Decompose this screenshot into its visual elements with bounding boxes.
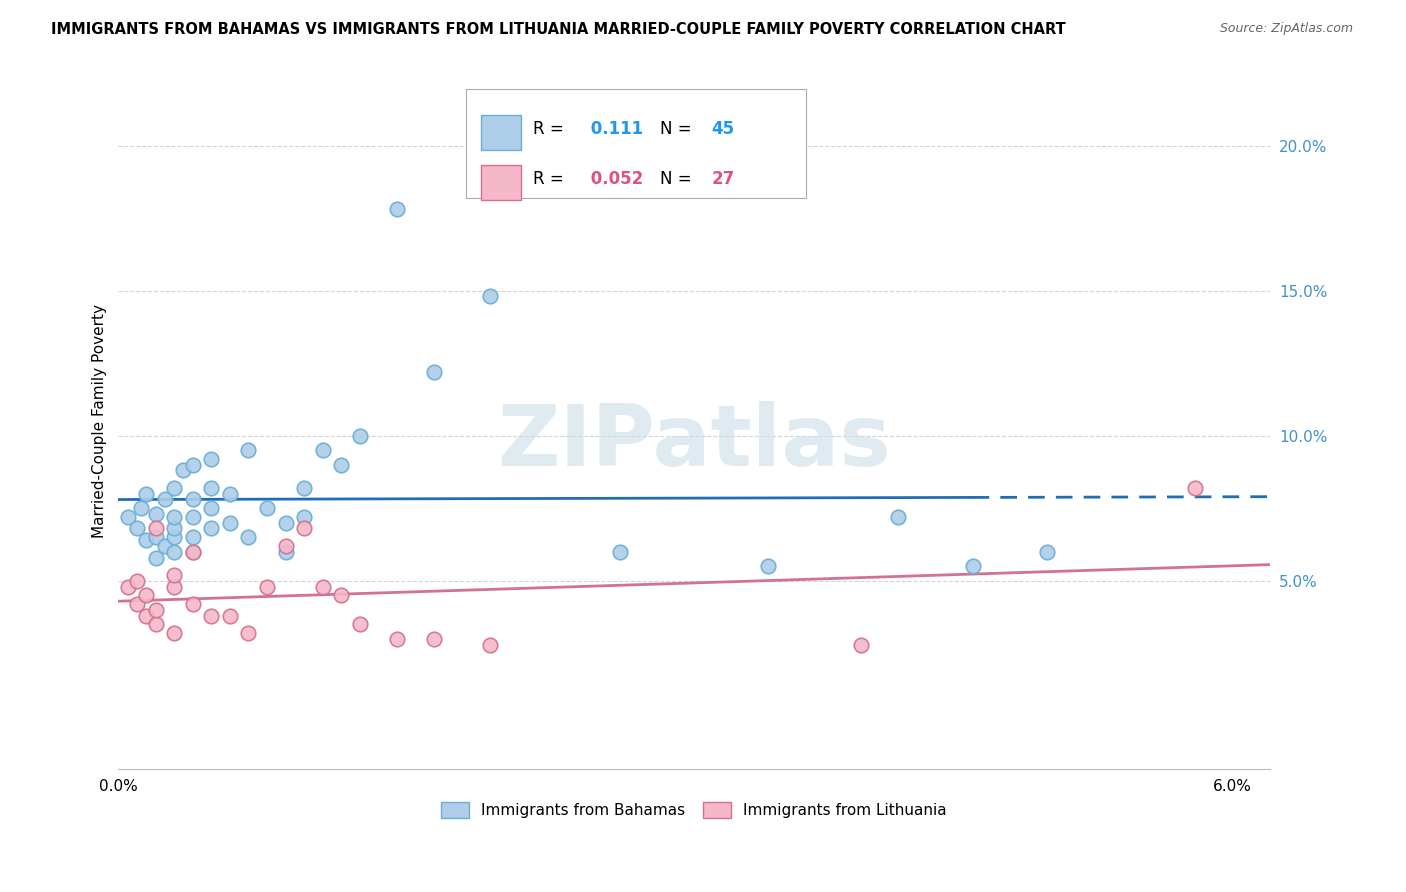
Point bbox=[478, 289, 501, 303]
Point bbox=[163, 545, 186, 559]
Point bbox=[887, 509, 910, 524]
Y-axis label: Married-Couple Family Poverty: Married-Couple Family Poverty bbox=[93, 304, 107, 538]
Point bbox=[274, 545, 297, 559]
Point bbox=[145, 617, 167, 632]
Point bbox=[292, 521, 315, 535]
Point bbox=[423, 632, 446, 646]
Point bbox=[218, 516, 240, 530]
Point bbox=[125, 521, 148, 535]
Point bbox=[292, 481, 315, 495]
Point bbox=[200, 521, 222, 535]
Point bbox=[238, 443, 260, 458]
Point bbox=[145, 530, 167, 544]
Text: 27: 27 bbox=[711, 169, 734, 188]
Bar bbox=[481, 115, 522, 150]
Text: Source: ZipAtlas.com: Source: ZipAtlas.com bbox=[1219, 22, 1353, 36]
Point bbox=[478, 638, 501, 652]
Point bbox=[181, 597, 204, 611]
Point bbox=[1036, 545, 1059, 559]
Point bbox=[1184, 481, 1206, 495]
Text: 45: 45 bbox=[711, 120, 734, 137]
Point bbox=[256, 501, 278, 516]
Point bbox=[181, 545, 204, 559]
Point bbox=[312, 443, 335, 458]
Point bbox=[181, 509, 204, 524]
Text: ZIPatlas: ZIPatlas bbox=[498, 401, 891, 483]
Point bbox=[145, 507, 167, 521]
Point bbox=[181, 492, 204, 507]
Point bbox=[349, 428, 371, 442]
Point bbox=[125, 597, 148, 611]
Point bbox=[609, 545, 631, 559]
Point bbox=[135, 588, 157, 602]
Point bbox=[238, 626, 260, 640]
Point bbox=[129, 501, 152, 516]
Point bbox=[385, 632, 408, 646]
Point bbox=[218, 608, 240, 623]
Point bbox=[163, 521, 186, 535]
Point bbox=[423, 365, 446, 379]
Point bbox=[181, 458, 204, 472]
Bar bbox=[481, 165, 522, 200]
Point bbox=[153, 539, 176, 553]
Point bbox=[849, 638, 872, 652]
Point bbox=[256, 580, 278, 594]
Point bbox=[200, 481, 222, 495]
Point bbox=[163, 626, 186, 640]
Text: 0.111: 0.111 bbox=[585, 120, 643, 137]
Point bbox=[135, 608, 157, 623]
Point bbox=[292, 509, 315, 524]
Legend: Immigrants from Bahamas, Immigrants from Lithuania: Immigrants from Bahamas, Immigrants from… bbox=[436, 797, 953, 824]
Point bbox=[163, 509, 186, 524]
Point bbox=[163, 530, 186, 544]
Point bbox=[274, 516, 297, 530]
Point bbox=[200, 501, 222, 516]
Point bbox=[330, 588, 353, 602]
Text: N =: N = bbox=[659, 169, 696, 188]
Point bbox=[200, 451, 222, 466]
Point bbox=[172, 463, 194, 477]
Point bbox=[163, 481, 186, 495]
Point bbox=[181, 545, 204, 559]
Point bbox=[200, 608, 222, 623]
Point bbox=[145, 550, 167, 565]
Text: 0.052: 0.052 bbox=[585, 169, 643, 188]
Point bbox=[163, 568, 186, 582]
Point bbox=[274, 539, 297, 553]
Point bbox=[756, 559, 779, 574]
Point bbox=[145, 521, 167, 535]
Point bbox=[312, 580, 335, 594]
Point bbox=[218, 486, 240, 500]
FancyBboxPatch shape bbox=[467, 89, 806, 198]
Point bbox=[135, 486, 157, 500]
Text: R =: R = bbox=[533, 169, 569, 188]
Point bbox=[163, 580, 186, 594]
Point bbox=[238, 530, 260, 544]
Point bbox=[117, 509, 139, 524]
Point bbox=[385, 202, 408, 217]
Point bbox=[153, 492, 176, 507]
Point bbox=[349, 617, 371, 632]
Point bbox=[181, 530, 204, 544]
Text: N =: N = bbox=[659, 120, 696, 137]
Point bbox=[962, 559, 984, 574]
Point bbox=[135, 533, 157, 547]
Point bbox=[125, 574, 148, 588]
Text: IMMIGRANTS FROM BAHAMAS VS IMMIGRANTS FROM LITHUANIA MARRIED-COUPLE FAMILY POVER: IMMIGRANTS FROM BAHAMAS VS IMMIGRANTS FR… bbox=[51, 22, 1066, 37]
Point bbox=[145, 603, 167, 617]
Text: R =: R = bbox=[533, 120, 569, 137]
Point bbox=[117, 580, 139, 594]
Point bbox=[330, 458, 353, 472]
